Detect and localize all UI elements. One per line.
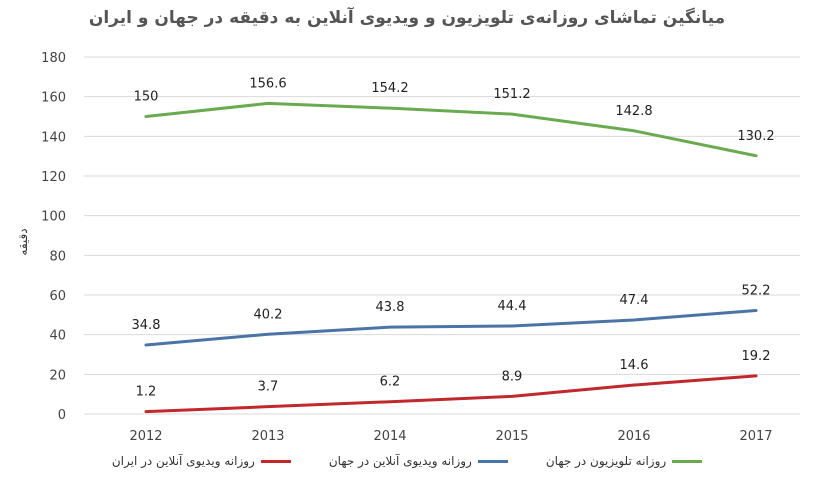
series-line <box>144 308 758 347</box>
legend-label: روزانه ویدیوی آنلاین در جهان <box>328 454 472 468</box>
chart-title: میانگین تماشای روزانه‌ی تلویزیون و ویدیو… <box>88 8 726 28</box>
legend-item: روزانه ویدیوی آنلاین در ایران <box>112 454 291 468</box>
legend-swatch <box>477 459 508 463</box>
legend-item: روزانه ویدیوی آنلاین در جهان <box>329 454 508 468</box>
y-axis-ticks: 0 20 40 60 80 100 120 140 160 180 <box>41 51 66 423</box>
data-label: 34.8 <box>132 318 161 333</box>
data-labels: 150 156.6 154.2 151.2 142.8 130.2 34.8 40.2 43.8… <box>132 76 775 399</box>
x-tick-label: 2013 <box>251 429 284 444</box>
data-label: 43.8 <box>376 300 405 315</box>
data-label: 6.2 <box>380 375 401 390</box>
data-label: 130.2 <box>737 129 774 144</box>
legend-item: روزانه تلویزیون در جهان <box>545 454 703 468</box>
data-label: 156.6 <box>249 76 286 91</box>
data-label: 154.2 <box>371 81 408 96</box>
data-label: 150 <box>134 90 159 105</box>
data-label: 19.2 <box>742 349 771 364</box>
y-tick-label: 120 <box>41 170 66 185</box>
x-tick-label: 2012 <box>129 429 162 444</box>
y-tick-label: 180 <box>41 51 66 66</box>
legend-swatch <box>260 459 291 463</box>
data-label: 40.2 <box>254 307 283 322</box>
legend-label: روزانه ویدیوی آنلاین در ایران <box>111 454 255 468</box>
data-label: 142.8 <box>615 104 652 119</box>
legend-swatch <box>672 459 703 463</box>
y-tick-label: 140 <box>41 130 66 145</box>
data-label: 3.7 <box>258 380 279 395</box>
data-label: 47.4 <box>620 293 649 308</box>
y-tick-label: 80 <box>49 249 66 264</box>
y-tick-label: 0 <box>58 408 66 423</box>
x-tick-label: 2014 <box>373 429 406 444</box>
x-tick-label: 2017 <box>739 429 772 444</box>
data-label: 151.2 <box>493 87 530 102</box>
grid-lines <box>84 56 800 415</box>
x-tick-label: 2015 <box>495 429 528 444</box>
y-tick-label: 60 <box>49 289 66 304</box>
x-tick-label: 2016 <box>617 429 650 444</box>
x-axis-ticks: 2012 2013 2014 2015 2016 2017 <box>129 429 772 444</box>
y-tick-label: 40 <box>49 329 66 344</box>
data-label: 52.2 <box>742 283 771 298</box>
y-tick-label: 100 <box>41 210 66 225</box>
series-lines <box>144 101 758 414</box>
data-label: 44.4 <box>498 299 527 314</box>
data-label: 14.6 <box>620 358 649 373</box>
legend: روزانه تلویزیون در جهان روزانه ویدیوی آنل… <box>0 454 814 468</box>
series-line <box>144 101 758 158</box>
y-tick-label: 160 <box>41 91 66 106</box>
y-axis-label: دقیقه <box>16 228 30 255</box>
legend-label: روزانه تلویزیون در جهان <box>545 454 667 468</box>
y-tick-label: 20 <box>49 368 66 383</box>
series-line <box>144 374 758 414</box>
data-label: 1.2 <box>136 385 157 400</box>
data-label: 8.9 <box>502 369 523 384</box>
